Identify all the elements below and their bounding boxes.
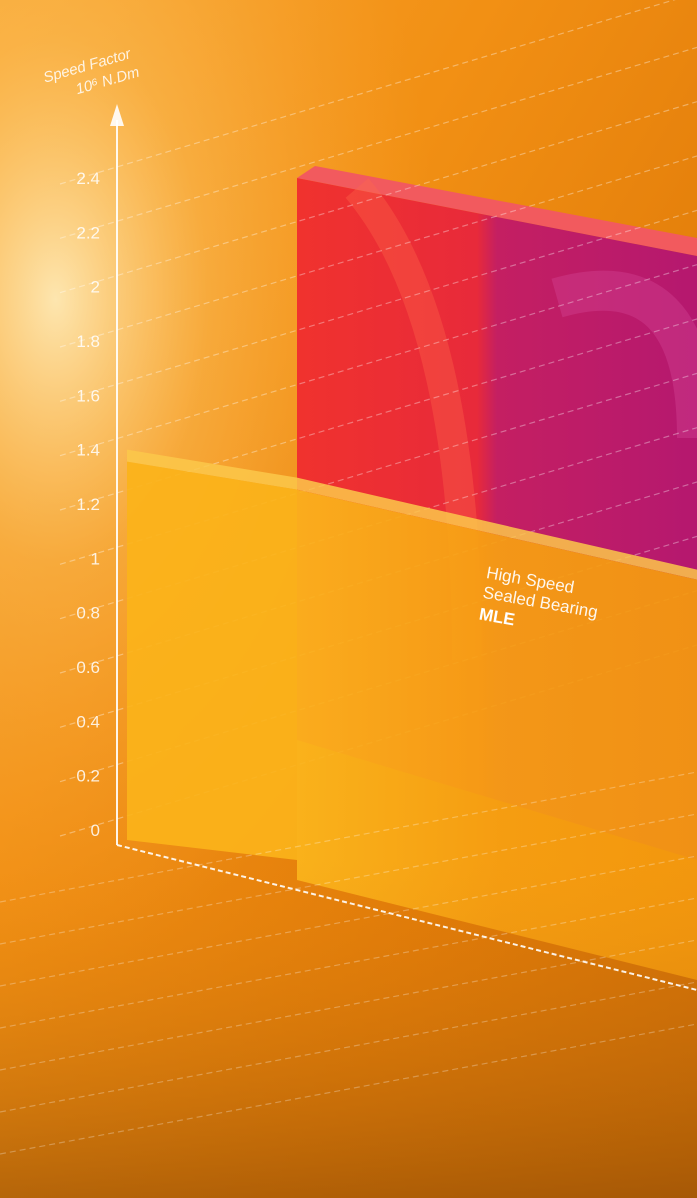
y-tick-label: 1.8	[76, 332, 100, 351]
y-tick-label: 0.6	[76, 658, 100, 677]
bar	[297, 489, 697, 980]
y-tick-label: 1.6	[76, 386, 100, 405]
grid-line	[59, 46, 697, 239]
y-tick-label: 2.4	[76, 169, 100, 188]
bar-side-face	[127, 461, 297, 860]
x-axis	[116, 844, 697, 991]
floor-line	[0, 855, 697, 987]
bar-top-face	[127, 449, 697, 580]
floor-line	[0, 813, 697, 945]
y-tick-label: 0.2	[76, 767, 100, 786]
floor-line	[0, 897, 697, 1029]
floor-line	[0, 1023, 697, 1155]
y-tick-label: 0.8	[76, 604, 100, 623]
floor-shadow	[0, 860, 697, 1198]
floor-line	[0, 939, 697, 1071]
y-tick-label: 2	[91, 278, 100, 297]
floor-line	[0, 771, 697, 903]
bar-front-series	[127, 449, 697, 980]
y-tick-label: 1.2	[76, 495, 100, 514]
y-tick-labels: 0 0.2 0.4 0.6 0.8 1 1.2 1.4 1.6 1.8 2 2.2 2.4	[76, 169, 100, 840]
floor-grid	[0, 771, 697, 1155]
grid-line	[59, 101, 697, 294]
y-tick-label: 1	[91, 549, 100, 568]
grid-line	[59, 209, 697, 402]
y-tick-label: 1.4	[76, 441, 100, 460]
y-axis-arrow	[110, 104, 124, 126]
grid-line	[59, 0, 676, 185]
y-tick-label: 2.2	[76, 223, 100, 242]
y-tick-label: 0	[91, 821, 100, 840]
grid-line	[59, 155, 697, 348]
bar-highlight	[551, 270, 697, 439]
floor-line	[0, 981, 697, 1113]
bar-top-face	[297, 166, 697, 256]
y-tick-label: 0.4	[76, 712, 100, 731]
grid-line	[59, 264, 697, 457]
